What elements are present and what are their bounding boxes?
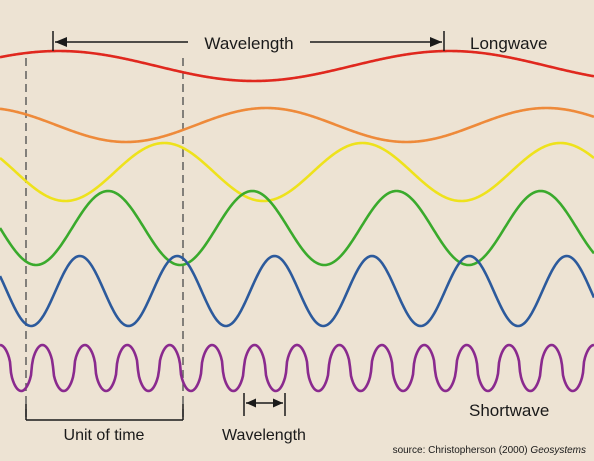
wavelength-label-bottom: Wavelength	[222, 427, 306, 444]
unit-of-time-label: Unit of time	[64, 427, 145, 444]
waves-group	[0, 49, 594, 393]
wavelength-label-top: Wavelength	[204, 34, 293, 53]
unit-of-time-bracket	[25, 404, 184, 421]
source-prefix: source: Christopherson (2000)	[392, 445, 531, 456]
wave-5	[0, 254, 594, 328]
wave-shortwave	[0, 343, 594, 393]
wave-2	[0, 106, 594, 144]
shortwave-label: Shortwave	[469, 401, 549, 420]
longwave-label: Longwave	[470, 34, 548, 53]
wave-3	[0, 141, 594, 203]
wavelength-arrow-top	[52, 31, 445, 51]
source-title: Geosystems	[530, 445, 586, 456]
wave-longwave	[0, 49, 594, 83]
wavelength-arrow-bottom	[243, 393, 286, 416]
wave-4	[0, 189, 594, 267]
source-citation: source: Christopherson (2000) Geosystems	[393, 445, 586, 456]
